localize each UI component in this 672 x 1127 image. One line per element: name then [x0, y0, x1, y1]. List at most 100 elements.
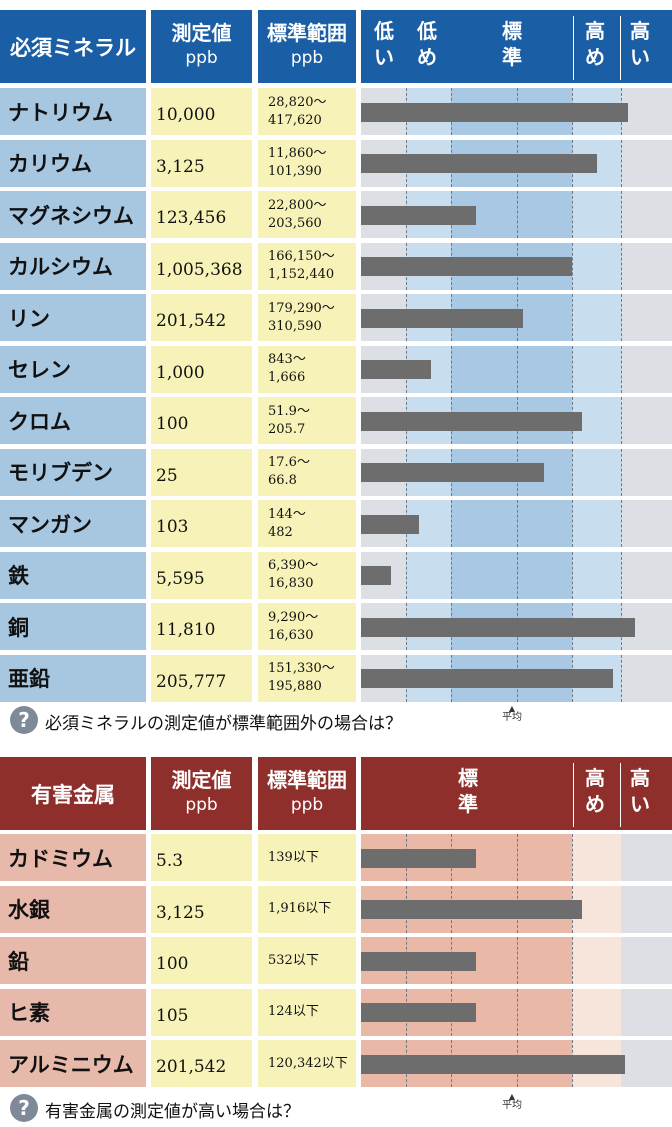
value-bar	[361, 463, 545, 482]
grid-line	[451, 500, 453, 547]
zone-band	[572, 551, 621, 599]
value-bar	[361, 617, 635, 637]
question-circle-icon[interactable]: ?	[10, 706, 38, 734]
grid-line	[451, 345, 453, 393]
table-row: ナトリウム 10,000 28,820～ 417,620	[0, 88, 672, 135]
grid-line	[620, 139, 622, 187]
bar-track	[361, 191, 672, 238]
measured-value: 25	[151, 448, 252, 496]
standard-range: 51.9～ 205.7	[258, 397, 356, 444]
essential-value-header: 測定値 ppb	[151, 10, 252, 83]
table-row: カドミウム 5.3 139以下	[0, 834, 672, 881]
bar-track	[361, 88, 672, 135]
measured-value: 201,542	[151, 294, 252, 341]
zone-label-standard: 標準	[458, 766, 478, 816]
range-high: 16,830	[268, 576, 314, 591]
range-high: 66.8	[268, 473, 297, 488]
value-bar	[361, 205, 477, 225]
grid-line	[451, 551, 453, 599]
table-row: カルシウム 1,005,368 166,150～ 1,152,440	[0, 242, 672, 290]
range-low: 124以下	[268, 1004, 319, 1019]
zone-label-high: 高い	[630, 766, 650, 816]
range-high: 205.7	[268, 421, 306, 437]
zone-band	[620, 937, 672, 984]
grid-line	[620, 345, 622, 393]
zone-label-standard: 標準	[502, 19, 522, 69]
measured-value: 1,000	[151, 345, 252, 393]
zone-band	[572, 834, 621, 881]
zone-label-high: 高い	[630, 19, 650, 69]
value-bar	[361, 411, 582, 431]
toxic-range-unit: ppb	[290, 795, 324, 815]
range-low: 151,330～	[268, 661, 335, 676]
essential-range-header: 標準範囲 ppb	[258, 10, 356, 83]
grid-line	[516, 988, 518, 1036]
table-row: リン 201,542 179,290～ 310,590	[0, 294, 672, 341]
average-label: 平均	[502, 1100, 522, 1111]
standard-range: 139以下	[258, 834, 356, 881]
toxic-question-link[interactable]: 有害金属の測定値が高い場合は？	[45, 1102, 300, 1122]
bar-track	[361, 885, 672, 933]
bar-track	[361, 448, 672, 496]
toxic-value-title: 測定値	[171, 768, 232, 792]
average-label: 平均	[502, 712, 522, 723]
mineral-name: カルシウム	[0, 242, 146, 290]
mineral-name: リン	[0, 294, 146, 341]
measured-value: 11,810	[151, 603, 252, 650]
zone-label-highish: 高め	[585, 766, 605, 816]
zone-band	[572, 500, 621, 547]
grid-line	[516, 191, 518, 238]
zone-band	[620, 294, 672, 341]
measured-value: 3,125	[151, 139, 252, 187]
range-high: 16,630	[268, 627, 314, 643]
toxic-range-title: 標準範囲	[267, 768, 347, 792]
value-bar	[361, 1054, 626, 1074]
table-row: ヒ素 105 124以下	[0, 988, 672, 1036]
standard-range: 11,860～ 101,390	[258, 139, 356, 187]
grid-line	[516, 551, 518, 599]
value-bar	[361, 308, 523, 328]
zone-band	[620, 834, 672, 881]
zone-divider	[620, 763, 621, 827]
measured-value: 105	[151, 988, 252, 1036]
bar-track	[361, 1040, 672, 1087]
measured-value: 123,456	[151, 191, 252, 238]
mineral-name: 水銀	[0, 885, 146, 933]
standard-range: 151,330～ 195,880	[258, 654, 356, 702]
range-low: 17.6～	[268, 455, 310, 470]
value-bar	[361, 951, 477, 971]
value-bar	[361, 1003, 477, 1022]
standard-range: 22,800～ 203,560	[258, 191, 356, 238]
table-row: クロム 100 51.9～ 205.7	[0, 397, 672, 444]
value-bar	[361, 848, 477, 868]
mineral-name: クロム	[0, 397, 146, 444]
grid-line	[516, 500, 518, 547]
zone-band	[620, 88, 672, 135]
table-row: モリブデン 25 17.6～ 66.8	[0, 448, 672, 496]
measured-value: 10,000	[151, 88, 252, 135]
range-low: 11,860～	[268, 146, 327, 161]
zone-band	[620, 397, 672, 444]
zone-divider	[620, 16, 621, 80]
table-row: カリウム 3,125 11,860～ 101,390	[0, 139, 672, 187]
range-low: 532以下	[268, 952, 319, 968]
zone-band	[572, 242, 621, 290]
standard-range: 144～ 482	[258, 500, 356, 547]
range-low: 1,916以下	[268, 901, 332, 916]
range-low: 166,150～	[268, 249, 335, 264]
grid-line	[516, 345, 518, 393]
measured-value: 5,595	[151, 551, 252, 599]
bar-track	[361, 345, 672, 393]
toxic-name-header: 有害金属	[0, 757, 146, 830]
toxic-footer[interactable]: ? 有害金属の測定値が高い場合は？ ▲ 平均	[0, 1093, 672, 1123]
range-low: 6,390～	[268, 558, 319, 573]
grid-line	[620, 448, 622, 496]
question-circle-icon[interactable]: ?	[10, 1094, 38, 1122]
zone-band	[620, 1040, 672, 1087]
zone-band	[620, 988, 672, 1036]
bar-track	[361, 834, 672, 881]
essential-question-link[interactable]: 必須ミネラルの測定値が標準範囲外の場合は？	[45, 714, 402, 734]
grid-line	[572, 242, 574, 290]
measured-value: 100	[151, 937, 252, 984]
essential-footer[interactable]: ? 必須ミネラルの測定値が標準範囲外の場合は？ ▲ 平均	[0, 705, 672, 735]
